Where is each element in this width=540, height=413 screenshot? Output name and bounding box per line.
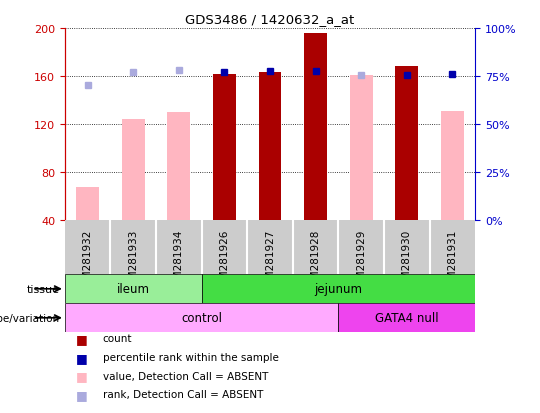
Text: GSM281930: GSM281930 — [402, 229, 412, 292]
Bar — [167, 113, 190, 221]
Text: ■: ■ — [76, 369, 87, 382]
Bar — [259, 74, 281, 221]
Title: GDS3486 / 1420632_a_at: GDS3486 / 1420632_a_at — [185, 13, 355, 26]
Text: ■: ■ — [76, 388, 87, 401]
Bar — [339, 304, 475, 332]
Bar — [213, 74, 236, 221]
Text: ■: ■ — [76, 332, 87, 345]
Bar — [350, 76, 373, 221]
Text: ileum: ileum — [117, 282, 150, 296]
Text: GSM281932: GSM281932 — [83, 229, 92, 292]
Text: GSM281926: GSM281926 — [219, 229, 230, 292]
Text: ■: ■ — [76, 351, 87, 364]
Text: count: count — [103, 334, 132, 344]
Bar — [441, 112, 464, 221]
Text: GSM281933: GSM281933 — [128, 229, 138, 292]
Text: control: control — [181, 311, 222, 325]
Bar — [304, 34, 327, 221]
Text: GATA4 null: GATA4 null — [375, 311, 438, 325]
Bar — [65, 275, 201, 304]
Text: GSM281927: GSM281927 — [265, 229, 275, 292]
Text: GSM281934: GSM281934 — [174, 229, 184, 292]
Bar — [201, 275, 475, 304]
Text: tissue: tissue — [26, 284, 59, 294]
Bar — [65, 304, 339, 332]
Text: GSM281931: GSM281931 — [448, 229, 457, 292]
Bar — [122, 120, 145, 221]
Bar — [395, 67, 418, 221]
Text: percentile rank within the sample: percentile rank within the sample — [103, 352, 279, 362]
Text: rank, Detection Call = ABSENT: rank, Detection Call = ABSENT — [103, 389, 263, 399]
Text: value, Detection Call = ABSENT: value, Detection Call = ABSENT — [103, 371, 268, 381]
Text: jejunum: jejunum — [314, 282, 362, 296]
Text: GSM281928: GSM281928 — [310, 229, 321, 292]
Text: genotype/variation: genotype/variation — [0, 313, 59, 323]
Text: GSM281929: GSM281929 — [356, 229, 366, 292]
Bar — [76, 188, 99, 221]
